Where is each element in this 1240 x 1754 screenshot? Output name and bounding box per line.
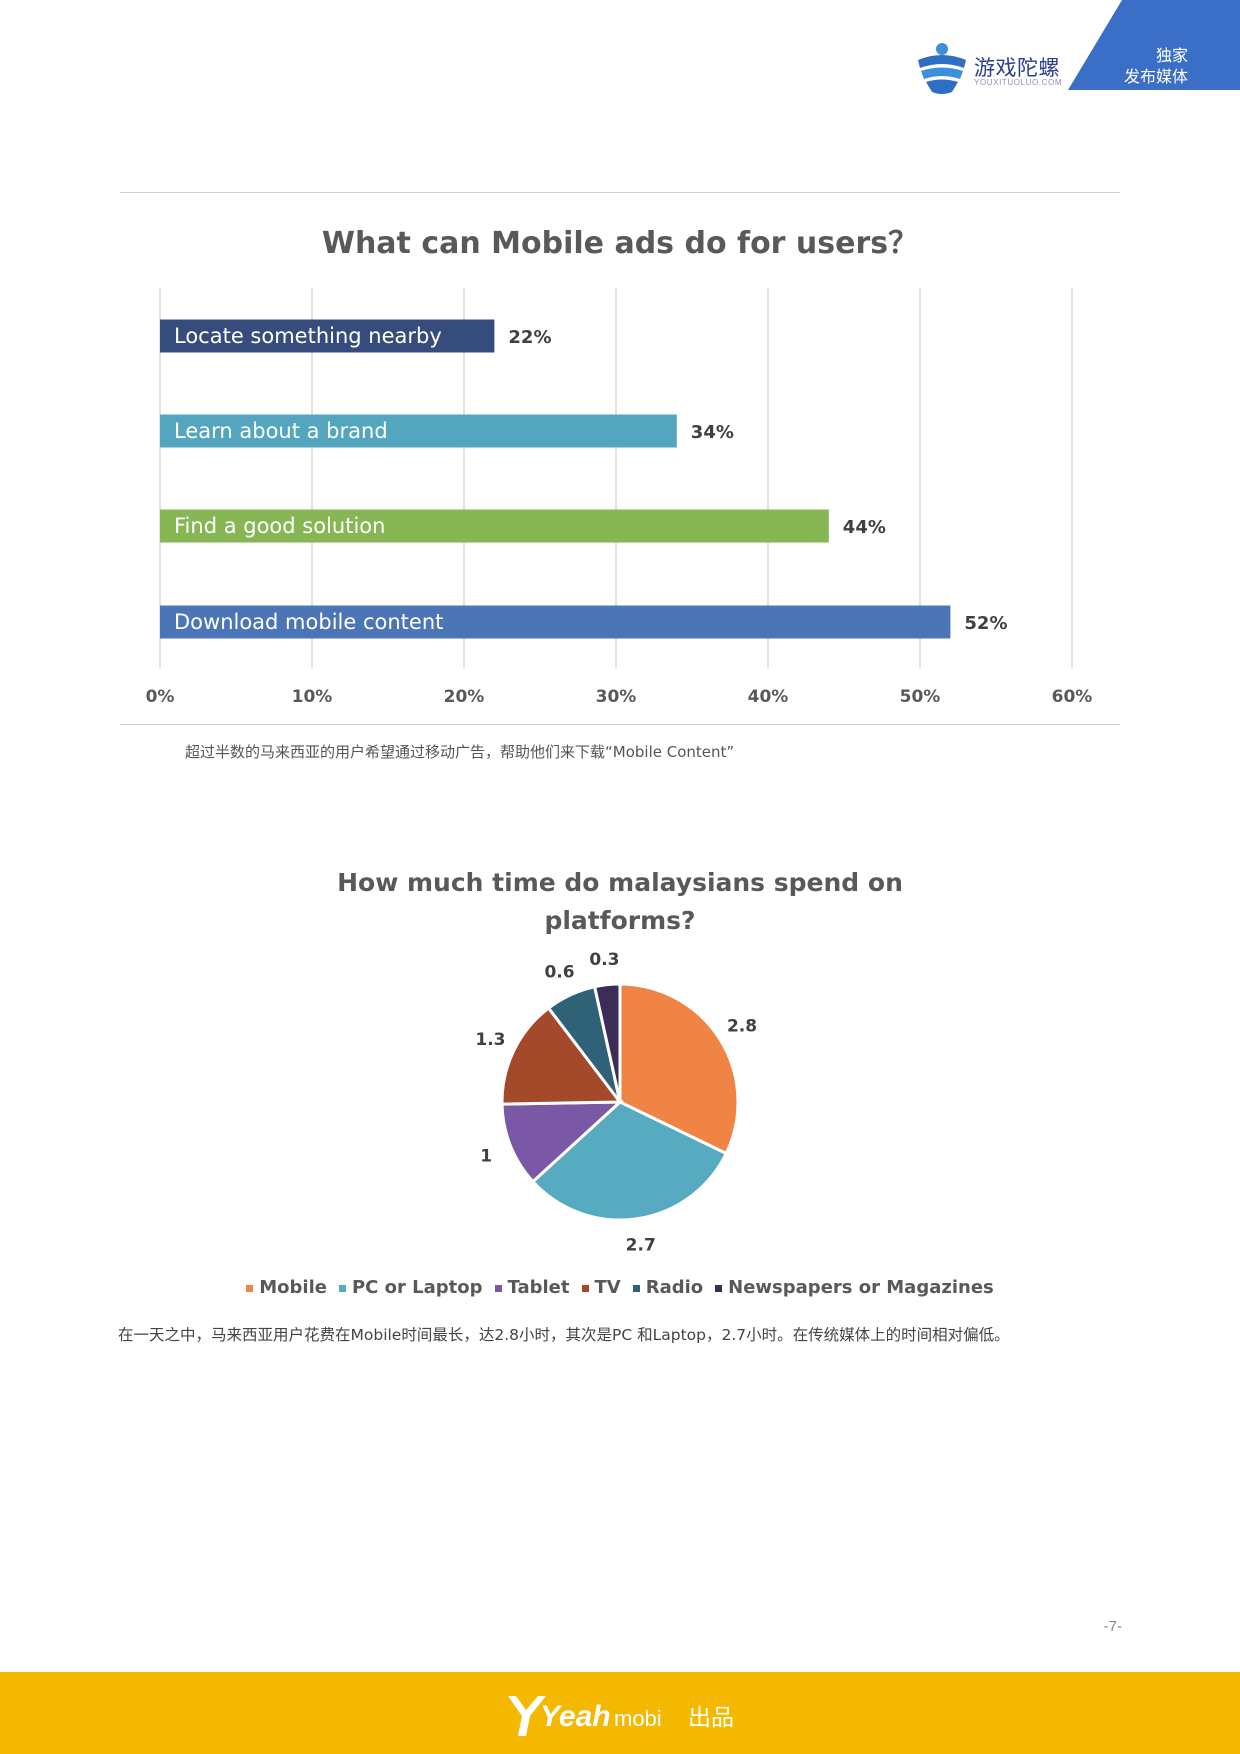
yeahmobi-logo: Yeah mobi xyxy=(508,1696,662,1736)
legend-item: Mobile xyxy=(246,1277,327,1298)
pie-slice xyxy=(618,982,740,1156)
bar-category-label: Find a good solution xyxy=(174,514,385,538)
corner-banner xyxy=(1068,0,1240,90)
x-tick-label: 40% xyxy=(748,687,789,707)
pie-value-label: 0.3 xyxy=(589,950,619,970)
legend-label: Mobile xyxy=(259,1277,327,1298)
x-tick-label: 60% xyxy=(1052,687,1093,707)
bar-chart-caption: 超过半数的马来西亚的用户希望通过移动广告，帮助他们来下载“Mobile Cont… xyxy=(185,743,735,761)
bar-chart-title: What can Mobile ads do for users？ xyxy=(321,226,919,261)
pie-slice xyxy=(500,1005,623,1106)
footer-made-by: 出品 xyxy=(688,1705,734,1731)
legend-label: Radio xyxy=(645,1277,704,1298)
legend-label: TV xyxy=(594,1277,621,1298)
legend-item: Newspapers or Magazines xyxy=(715,1277,994,1298)
bar xyxy=(160,605,951,639)
legend-item: Tablet xyxy=(494,1277,570,1298)
pie-chart: 2.8 2.7 1 1.3 0.6 0.3 xyxy=(475,950,757,1256)
pie-slice xyxy=(592,982,622,1103)
page-number: -7- xyxy=(1103,1618,1122,1635)
legend-swatch xyxy=(581,1284,589,1292)
bar-chart: 0% 10% 20% 30% 40% 50% 60% Locate something nea… xyxy=(146,288,1093,707)
yeahmobi-logo-sub: mobi xyxy=(614,1706,662,1731)
pie-chart-caption: 在一天之中，马来西亚用户花费在Mobile时间最长，达2.8小时，其次是PC 和… xyxy=(118,1326,1010,1344)
pie-value-label: 2.8 xyxy=(727,1017,757,1037)
divider-bottom xyxy=(120,724,1120,725)
x-tick-label: 10% xyxy=(292,687,333,707)
corner-text-exclusive: 独家 xyxy=(1155,46,1188,65)
brand-logo-icon xyxy=(918,43,966,94)
divider-top xyxy=(120,192,1120,193)
legend-swatch xyxy=(246,1284,254,1292)
corner-text-publisher: 发布媒体 xyxy=(1123,67,1188,86)
pie-chart-title: How much time do malaysians spend on pla… xyxy=(337,868,903,935)
bar xyxy=(160,414,677,448)
bar xyxy=(160,319,495,353)
bar-category-label: Download mobile content xyxy=(174,610,443,634)
footer-bar xyxy=(0,1672,1240,1754)
x-tick-label: 50% xyxy=(900,687,941,707)
bar-value-label: 22% xyxy=(508,327,551,348)
x-tick-label: 0% xyxy=(146,687,175,707)
bar-category-label: Learn about a brand xyxy=(174,419,388,443)
pie-value-label: 0.6 xyxy=(544,962,574,982)
bar-value-label: 52% xyxy=(964,613,1007,634)
brand-url: YOUXITUOLUO.COM xyxy=(974,78,1063,87)
pie-value-label: 2.7 xyxy=(626,1236,656,1256)
legend-swatch xyxy=(338,1284,346,1292)
pie-slice xyxy=(500,1100,624,1184)
legend-label: PC or Laptop xyxy=(351,1277,483,1298)
brand-name: 游戏陀螺 xyxy=(974,56,1060,80)
bar xyxy=(160,509,829,543)
legend-item: TV xyxy=(581,1277,621,1298)
bar-value-label: 44% xyxy=(843,517,886,538)
legend-swatch xyxy=(715,1284,723,1292)
bar-category-label: Locate something nearby xyxy=(174,324,442,348)
pie-legend: Mobile PC or Laptop Tablet TV Radio Newspaper… xyxy=(120,1277,1120,1298)
legend-label: Tablet xyxy=(507,1277,570,1298)
yeahmobi-logo-main: Yeah xyxy=(540,1700,611,1733)
legend-label: Newspapers or Magazines xyxy=(728,1277,994,1298)
bar-value-label: 34% xyxy=(691,422,734,443)
x-tick-label: 30% xyxy=(596,687,637,707)
legend-swatch xyxy=(632,1284,640,1292)
legend-swatch xyxy=(494,1284,502,1292)
x-tick-label: 20% xyxy=(444,687,485,707)
pie-value-label: 1.3 xyxy=(475,1030,505,1050)
legend-item: Radio xyxy=(632,1277,704,1298)
pie-slice xyxy=(530,1100,729,1222)
pie-value-label: 1 xyxy=(480,1146,492,1166)
legend-item: PC or Laptop xyxy=(338,1277,483,1298)
